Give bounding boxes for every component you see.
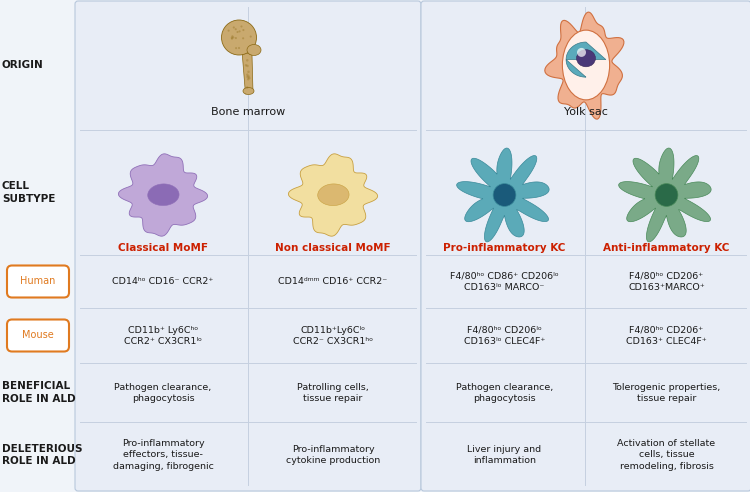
Text: Tolerogenic properties,
tissue repair: Tolerogenic properties, tissue repair	[612, 383, 721, 403]
FancyBboxPatch shape	[421, 1, 750, 491]
Circle shape	[246, 64, 249, 67]
Text: CD14ʰᵒ CD16⁻ CCR2⁺: CD14ʰᵒ CD16⁻ CCR2⁺	[112, 277, 214, 286]
Ellipse shape	[577, 50, 596, 67]
Circle shape	[238, 47, 240, 49]
Text: F4/80ʰᵒ CD206⁺
CD163⁺MARCO⁺: F4/80ʰᵒ CD206⁺ CD163⁺MARCO⁺	[628, 272, 705, 292]
Circle shape	[232, 27, 235, 29]
Circle shape	[248, 75, 250, 78]
Text: Yolk sac: Yolk sac	[564, 107, 608, 117]
Circle shape	[242, 37, 244, 39]
Circle shape	[235, 37, 237, 39]
Circle shape	[238, 31, 241, 32]
Polygon shape	[619, 148, 711, 242]
Circle shape	[246, 76, 249, 78]
Circle shape	[246, 59, 248, 62]
Circle shape	[246, 73, 248, 76]
Circle shape	[248, 70, 250, 73]
Polygon shape	[544, 12, 624, 119]
Text: Human: Human	[20, 277, 56, 286]
Text: Pro-inflammatory KC: Pro-inflammatory KC	[443, 243, 566, 253]
Polygon shape	[289, 154, 377, 236]
Text: Mouse: Mouse	[22, 331, 54, 340]
Circle shape	[231, 37, 233, 40]
Circle shape	[235, 28, 237, 31]
Text: ORIGIN: ORIGIN	[2, 60, 44, 70]
Circle shape	[231, 35, 233, 37]
Text: Pro-inflammatory
effectors, tissue-
damaging, fibrogenic: Pro-inflammatory effectors, tissue- dama…	[112, 439, 214, 471]
Text: Classical MoMF: Classical MoMF	[118, 243, 208, 253]
Ellipse shape	[562, 30, 610, 100]
Text: Non classical MoMF: Non classical MoMF	[275, 243, 391, 253]
Text: Pathogen clearance,
phagocytosis: Pathogen clearance, phagocytosis	[114, 383, 212, 403]
Text: Bone marrow: Bone marrow	[211, 107, 285, 117]
Circle shape	[227, 30, 230, 31]
Text: CD11b⁺Ly6Cˡᵒ
CCR2⁻ CX3CR1ʰᵒ: CD11b⁺Ly6Cˡᵒ CCR2⁻ CX3CR1ʰᵒ	[293, 326, 373, 346]
Text: CD14ᵈᵐᵐ CD16⁺ CCR2⁻: CD14ᵈᵐᵐ CD16⁺ CCR2⁻	[278, 277, 388, 286]
Circle shape	[246, 86, 248, 89]
Polygon shape	[318, 184, 349, 206]
Polygon shape	[566, 42, 606, 77]
Circle shape	[242, 29, 244, 31]
Polygon shape	[118, 154, 208, 236]
Circle shape	[231, 37, 232, 39]
Circle shape	[247, 78, 250, 81]
Circle shape	[577, 48, 586, 57]
Circle shape	[655, 184, 678, 207]
Text: F4/80ʰᵒ CD86⁺ CD206ˡᵒ
CD163ˡᵒ MARCO⁻: F4/80ʰᵒ CD86⁺ CD206ˡᵒ CD163ˡᵒ MARCO⁻	[450, 272, 559, 292]
Circle shape	[221, 20, 256, 55]
FancyBboxPatch shape	[7, 266, 69, 298]
Text: Liver injury and
inflammation: Liver injury and inflammation	[467, 445, 542, 465]
Circle shape	[241, 26, 242, 28]
Ellipse shape	[247, 44, 261, 56]
Circle shape	[248, 77, 250, 79]
Text: CD11b⁺ Ly6Cʰᵒ
CCR2⁺ CX3CR1ˡᵒ: CD11b⁺ Ly6Cʰᵒ CCR2⁺ CX3CR1ˡᵒ	[124, 326, 202, 346]
Circle shape	[244, 64, 248, 66]
Polygon shape	[148, 184, 179, 206]
Circle shape	[236, 31, 238, 33]
Text: Pro-inflammatory
cytokine production: Pro-inflammatory cytokine production	[286, 445, 380, 465]
Circle shape	[493, 184, 516, 207]
Text: Activation of stellate
cells, tissue
remodeling, fibrosis: Activation of stellate cells, tissue rem…	[617, 439, 716, 471]
Text: Anti-inflammatory KC: Anti-inflammatory KC	[603, 243, 730, 253]
Polygon shape	[242, 51, 253, 94]
Circle shape	[250, 35, 252, 37]
FancyBboxPatch shape	[75, 1, 421, 491]
Ellipse shape	[243, 88, 254, 94]
Text: BENEFICIAL
ROLE IN ALD: BENEFICIAL ROLE IN ALD	[2, 381, 76, 404]
Text: F4/80ʰᵒ CD206⁺
CD163⁺ CLEC4F⁺: F4/80ʰᵒ CD206⁺ CD163⁺ CLEC4F⁺	[626, 326, 706, 346]
Text: Patrolling cells,
tissue repair: Patrolling cells, tissue repair	[297, 383, 369, 403]
Text: DELETERIOUS
ROLE IN ALD: DELETERIOUS ROLE IN ALD	[2, 444, 82, 466]
Text: Pathogen clearance,
phagocytosis: Pathogen clearance, phagocytosis	[456, 383, 553, 403]
FancyBboxPatch shape	[7, 319, 69, 351]
Text: F4/80ʰᵒ CD206ˡᵒ
CD163ˡᵒ CLEC4F⁺: F4/80ʰᵒ CD206ˡᵒ CD163ˡᵒ CLEC4F⁺	[464, 326, 545, 346]
Text: CELL
SUBTYPE: CELL SUBTYPE	[2, 181, 55, 204]
Circle shape	[232, 36, 235, 38]
Polygon shape	[457, 148, 549, 242]
Circle shape	[235, 47, 237, 49]
